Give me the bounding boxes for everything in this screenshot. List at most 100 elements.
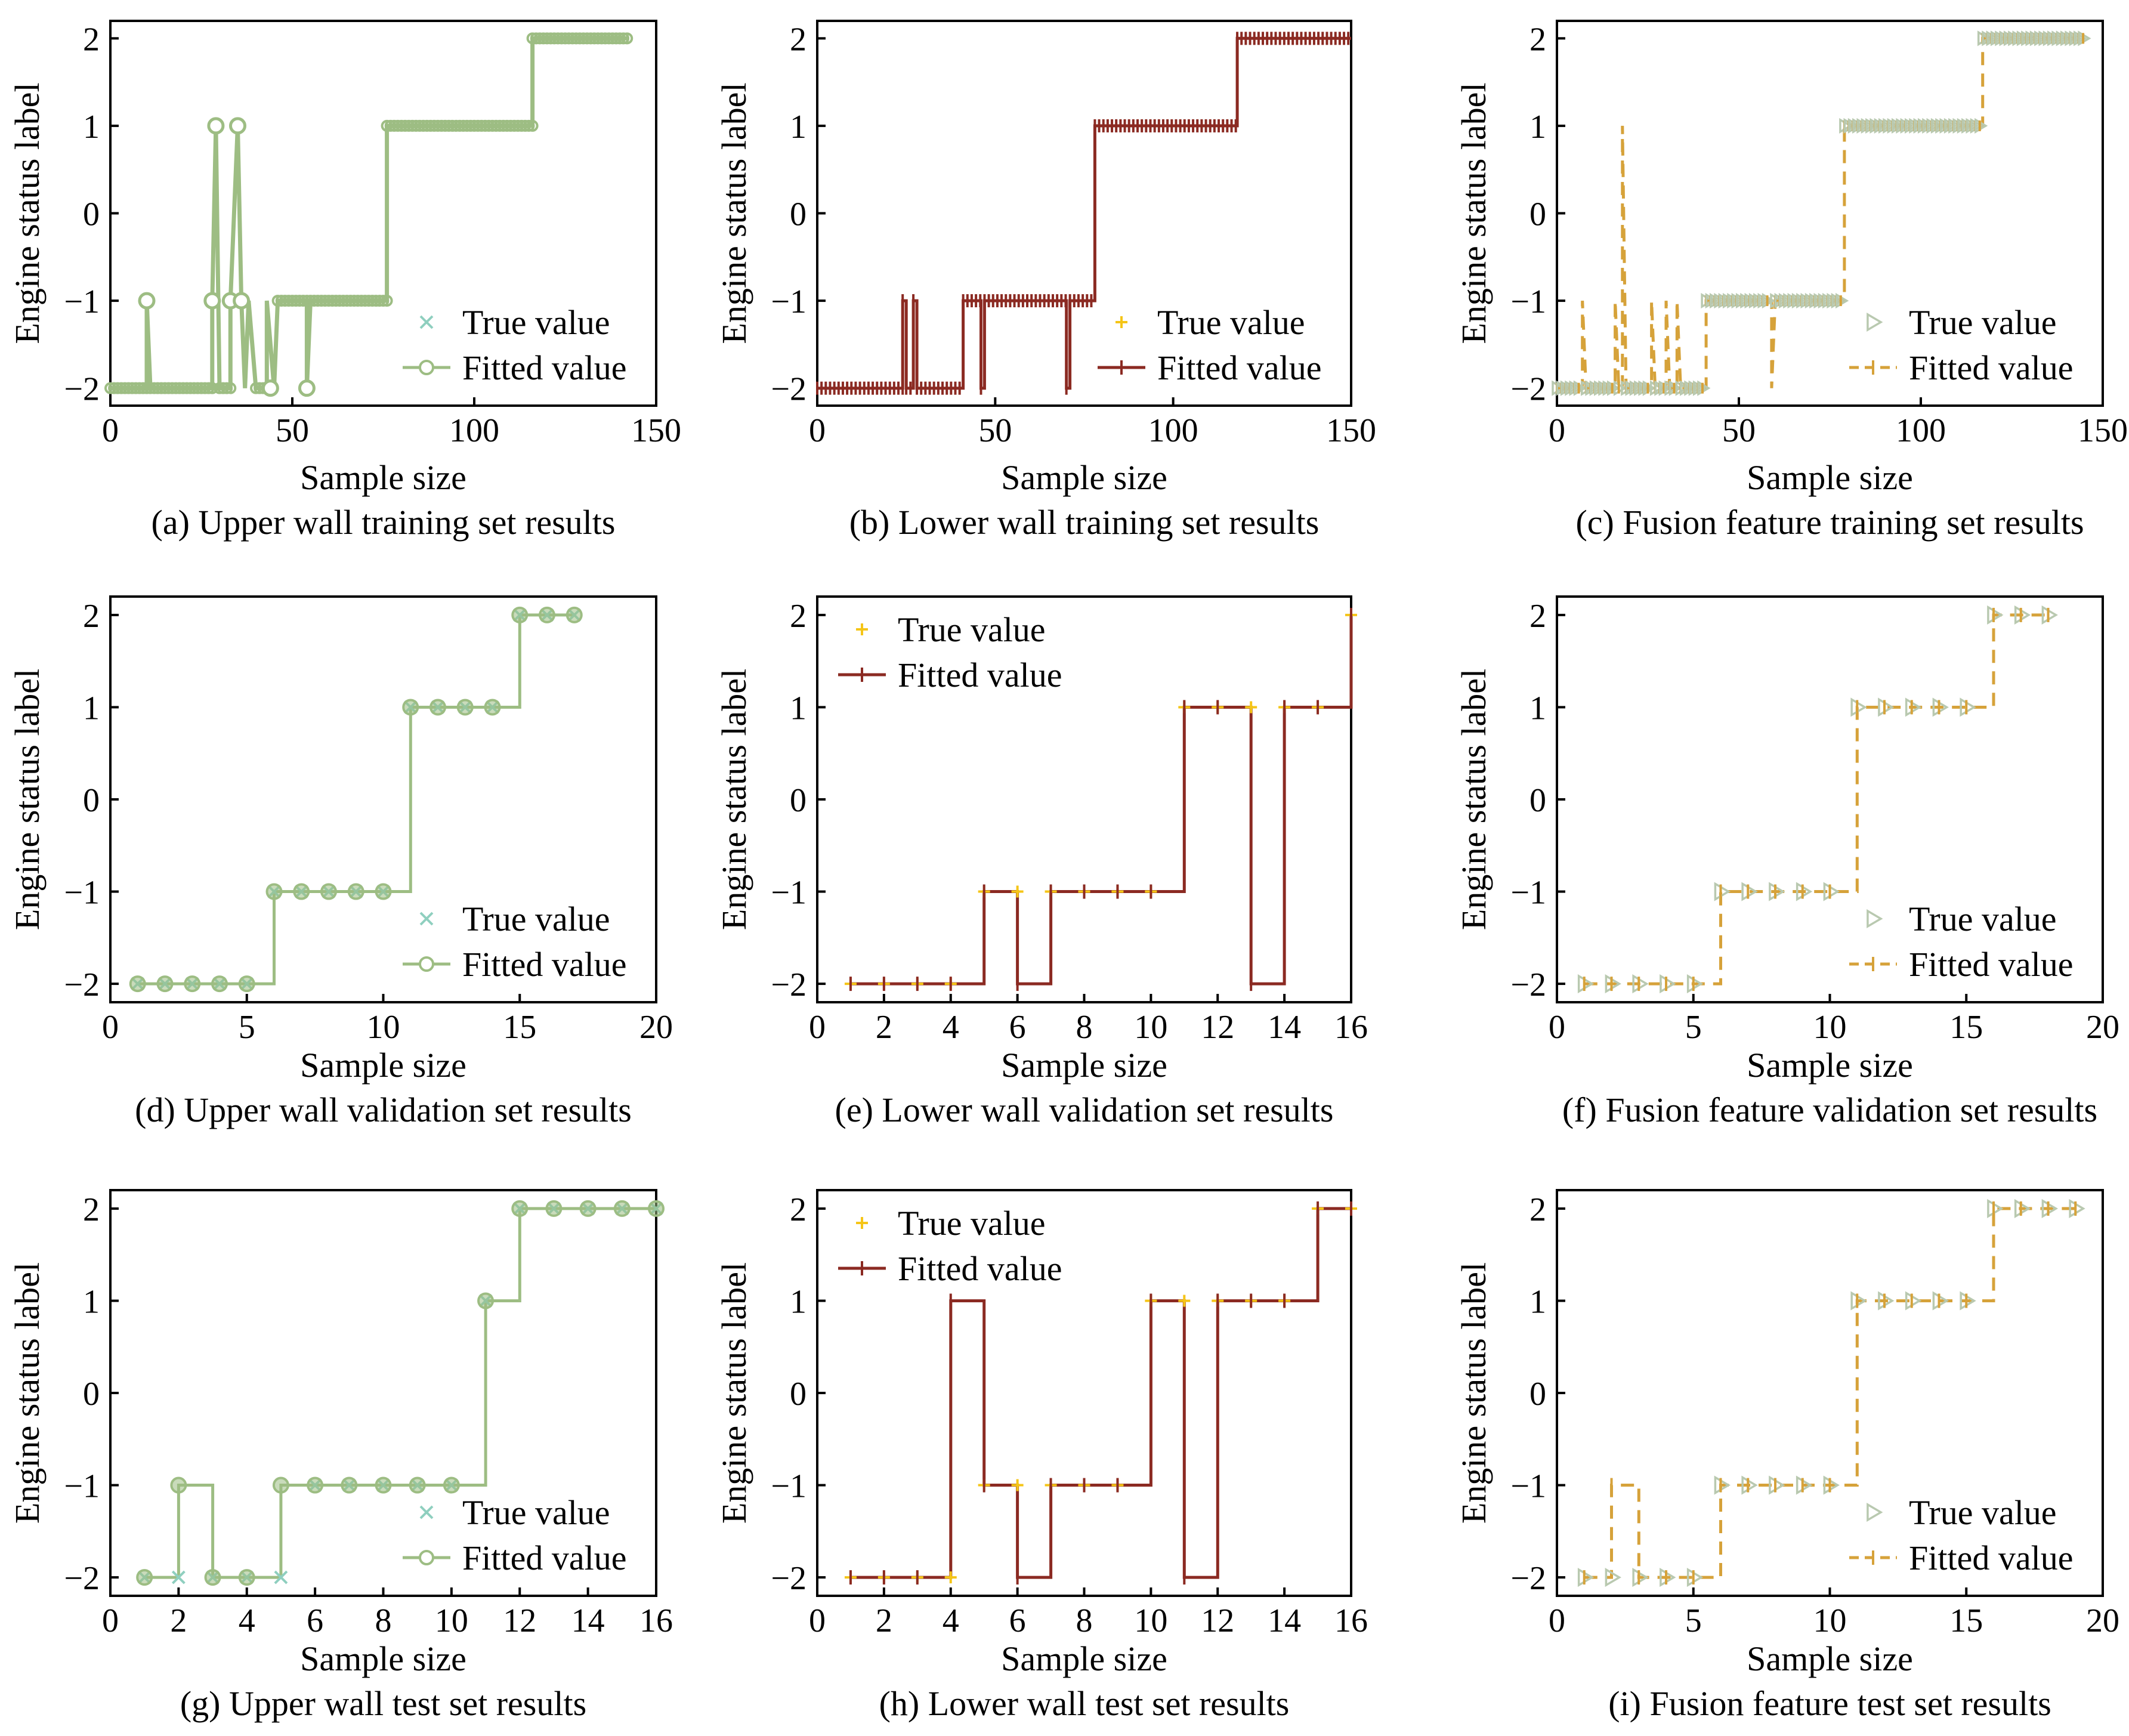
- fitted-point: [453, 119, 466, 132]
- y-axis-label: Engine status label: [8, 82, 47, 344]
- x-tick-label: 8: [1076, 1602, 1093, 1639]
- fitted-point: [351, 295, 364, 307]
- fitted-point: [203, 292, 221, 310]
- x-tick-label: 50: [978, 412, 1012, 449]
- x-axis-label: Sample size: [300, 1046, 466, 1085]
- panel-caption: (e) Lower wall validation set results: [835, 1091, 1334, 1129]
- fitted-point: [566, 606, 583, 623]
- fitted-point: [155, 382, 168, 394]
- fitted-point: [505, 119, 517, 132]
- fitted-point: [375, 883, 392, 900]
- y-tick-label: −2: [771, 371, 807, 408]
- fitted-point: [104, 382, 116, 394]
- fitted-point: [359, 295, 371, 307]
- y-tick-label: 2: [790, 598, 807, 635]
- chart-d: 0 5 10 15 20 −2 −1 0 1 2 Sample size Engine status …: [8, 595, 673, 1129]
- x-axis-label: Sample size: [300, 1639, 466, 1678]
- fitted-point: [162, 382, 175, 394]
- fitted-point: [468, 119, 480, 132]
- x-tick-label: 15: [503, 1009, 536, 1046]
- legend-fitted-label: Fitted value: [462, 945, 626, 984]
- fitted-point: [323, 295, 335, 307]
- fitted-point: [181, 382, 193, 394]
- y-tick-label: 0: [1529, 196, 1546, 233]
- fitted-point: [341, 1476, 358, 1494]
- x-tick-label: 10: [367, 1009, 400, 1046]
- x-tick-label: 10: [1813, 1602, 1847, 1639]
- y-tick-label: −2: [64, 371, 100, 408]
- fitted-point: [484, 699, 501, 716]
- fitted-point: [250, 382, 262, 394]
- fitted-point: [456, 699, 474, 716]
- fitted-point: [403, 119, 415, 132]
- fitted-point: [573, 32, 586, 45]
- fitted-point: [320, 883, 337, 900]
- fitted-point: [311, 295, 324, 307]
- fitted-point: [606, 32, 619, 45]
- fitted-point: [648, 1200, 665, 1217]
- y-tick-label: 1: [83, 109, 100, 146]
- x-tick-label: 0: [1549, 412, 1565, 449]
- y-tick-label: 0: [790, 1376, 807, 1413]
- fitted-point: [330, 295, 342, 307]
- fitted-point: [592, 32, 604, 45]
- fitted-point: [500, 119, 513, 132]
- fitted-point: [224, 382, 237, 394]
- fitted-point: [141, 382, 153, 394]
- fitted-point: [195, 382, 208, 394]
- panel-caption: (g) Upper wall test set results: [180, 1684, 586, 1723]
- fitted-point: [304, 295, 317, 307]
- plot-frame: [109, 595, 657, 1003]
- chart-i: 0 5 10 15 20 −2 −1 0 1 2 Sample size Engine status …: [1454, 1189, 2119, 1723]
- x-axis-label: Sample size: [1001, 458, 1167, 497]
- fitted-point: [545, 32, 557, 45]
- fitted-point: [337, 295, 350, 307]
- panel-caption: (d) Upper wall validation set results: [135, 1091, 632, 1129]
- x-tick-label: 20: [639, 1009, 673, 1046]
- y-tick-label: −2: [1510, 966, 1546, 1003]
- fitted-point: [319, 295, 331, 307]
- fitted-point: [298, 379, 316, 397]
- fitted-point: [614, 32, 626, 45]
- x-tick-label: 10: [435, 1602, 468, 1639]
- fitted-point: [381, 295, 393, 307]
- legend-true-label: True value: [462, 303, 610, 342]
- fitted-point: [188, 382, 200, 394]
- fitted-point: [115, 382, 128, 394]
- x-axis-label: Sample size: [1001, 1639, 1167, 1678]
- panel-caption: (f) Fusion feature validation set result…: [1562, 1091, 2097, 1129]
- fitted-point: [370, 295, 382, 307]
- x-tick-label: 8: [1076, 1009, 1093, 1046]
- fitted-point: [588, 32, 601, 45]
- fitted-point: [184, 382, 197, 394]
- y-tick-label: 0: [83, 196, 100, 233]
- fitted-point: [156, 975, 174, 993]
- fitted-point: [308, 295, 320, 307]
- x-tick-label: 0: [809, 412, 826, 449]
- true-point: [1605, 1568, 1621, 1587]
- y-axis-label: Engine status label: [1454, 669, 1493, 930]
- legend: True value Fitted value: [1849, 303, 2073, 387]
- x-tick-label: 0: [102, 412, 119, 449]
- y-tick-label: 1: [790, 1283, 807, 1320]
- fitted-point: [472, 119, 484, 132]
- panel-caption: (a) Upper wall training set results: [152, 503, 616, 542]
- fitted-point: [238, 1569, 255, 1586]
- x-tick-label: 0: [102, 1009, 119, 1046]
- fitted-point: [613, 1200, 631, 1217]
- fitted-point: [537, 32, 549, 45]
- fitted-point: [136, 1569, 153, 1586]
- x-axis-label: Sample size: [1747, 458, 1913, 497]
- fitted-point: [129, 382, 142, 394]
- y-tick-label: −2: [64, 966, 100, 1003]
- y-tick-label: −2: [1510, 1560, 1546, 1597]
- y-tick-label: 0: [790, 196, 807, 233]
- y-tick-label: −2: [1510, 371, 1546, 408]
- y-tick-label: −1: [1510, 875, 1546, 912]
- legend-true-label: True value: [1157, 303, 1305, 342]
- fitted-point: [152, 382, 164, 394]
- fitted-point: [119, 382, 131, 394]
- y-tick-label: 0: [790, 782, 807, 819]
- fitted-point: [530, 32, 542, 45]
